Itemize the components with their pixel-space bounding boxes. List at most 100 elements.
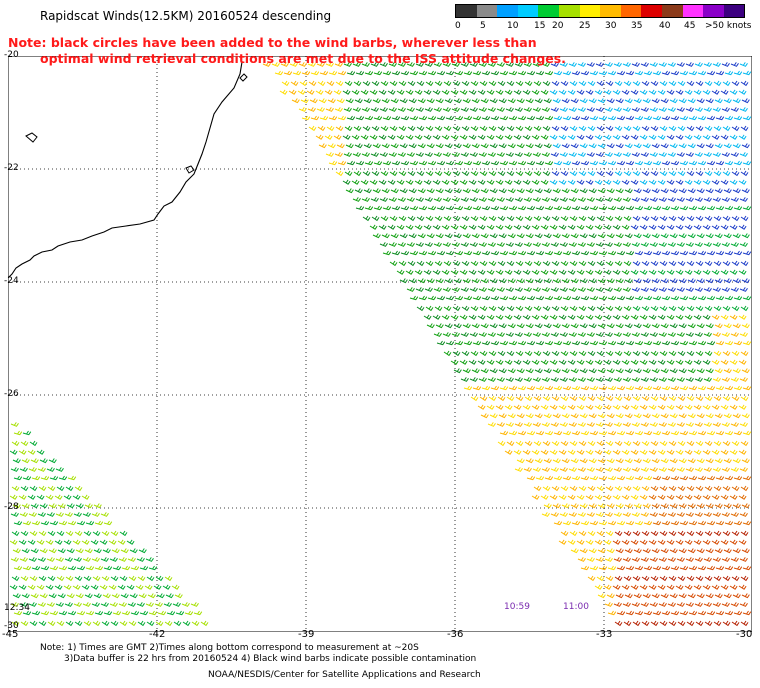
wind-barb [724,475,734,481]
wind-barb [720,539,729,545]
wind-barb [685,197,694,202]
wind-barb [586,467,595,472]
wind-barb [450,179,459,185]
wind-barb [604,332,613,337]
wind-barb [677,260,686,267]
wind-barb [676,332,685,337]
wind-barb [307,107,316,112]
wind-barb [622,107,631,112]
wind-barb [594,494,603,500]
wind-barb [604,557,613,562]
wind-barb [612,179,621,185]
wind-barb [558,224,567,230]
wind-barb [487,242,496,247]
wind-barb [667,332,676,337]
wind-barb [416,305,425,312]
wind-barb [481,70,491,76]
wind-barb [721,332,730,337]
wind-barb [409,115,419,121]
wind-barb [714,458,723,464]
wind-barb [310,70,320,76]
wind-barb [697,520,707,526]
wind-barb [112,565,122,571]
wind-barb [739,242,748,247]
wind-barb [99,584,108,590]
wind-barb [477,134,486,140]
wind-barb [675,449,684,455]
wind-barb [598,250,608,256]
wind-barb [652,250,662,256]
wind-barb [693,224,702,230]
wind-barb [400,115,410,121]
wind-barb [711,179,720,185]
wind-barb [489,413,498,419]
wind-barb [713,395,722,402]
wind-barb [19,512,28,517]
wind-barb [427,205,437,211]
wind-barb [136,602,145,607]
wind-barb [425,170,434,177]
wind-barb [99,539,108,545]
wind-barb [696,503,705,509]
wind-barb [81,494,90,500]
wind-barb [738,539,747,545]
wind-barb [426,98,435,104]
wind-barb [46,557,55,562]
wind-barb [117,539,126,545]
wind-barb [307,62,316,67]
wind-barb [621,539,630,545]
wind-barb [279,89,288,95]
wind-barb [373,160,383,166]
wind-barb [64,602,73,607]
wind-barb [10,512,19,517]
wind-barb [408,278,417,284]
wind-barb [396,224,405,230]
wind-barb [543,368,552,374]
wind-barb [444,98,453,104]
wind-barb [569,80,578,87]
lat-lon-grid [8,56,752,632]
wind-barb [569,215,578,222]
wind-barb [633,413,642,419]
wind-barb [497,80,506,87]
wind-barb [550,107,559,112]
wind-barb [587,305,596,312]
wind-barb [643,160,653,166]
wind-barb [533,305,542,312]
wind-barb [739,197,748,202]
wind-barb [739,287,748,292]
wind-barb [570,548,579,554]
wind-barb [666,494,675,500]
wind-barb [488,395,497,402]
wind-barb [603,224,612,230]
wind-barb [462,278,471,284]
wind-barb [643,385,653,391]
wind-barb [436,115,446,121]
wind-barb [445,340,455,346]
wind-barb [622,152,631,157]
wind-barb [688,205,698,211]
wind-barb [693,359,702,365]
wind-barb [524,305,533,312]
wind-barb [632,125,641,132]
wind-barb [679,250,689,256]
wind-barb [470,395,479,402]
wind-barb [534,368,543,374]
wind-barb [10,557,19,562]
wind-barb [488,260,497,267]
wind-barb [731,170,740,177]
wind-barb [459,314,468,320]
wind-barb [499,205,509,211]
wind-barb [730,377,739,382]
wind-barb [370,62,379,67]
wind-barb [540,314,549,320]
wind-barb [694,287,703,292]
wind-barb [526,205,536,211]
wind-barb [352,62,361,67]
wind-barb [729,179,738,185]
wind-barb [685,62,694,67]
wind-barb [103,520,113,526]
wind-barb [369,179,378,185]
wind-barb [696,458,705,464]
wind-barb [731,80,740,87]
